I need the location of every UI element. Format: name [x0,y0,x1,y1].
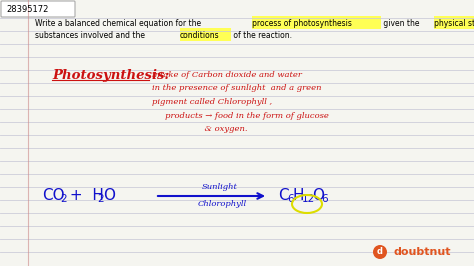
Text: 2: 2 [60,193,67,203]
Text: of the reaction.: of the reaction. [231,31,292,39]
FancyBboxPatch shape [1,1,75,17]
Text: C: C [278,189,289,203]
Text: conditions: conditions [180,31,219,39]
Text: substances involved and the: substances involved and the [35,31,147,39]
Text: H: H [293,189,304,203]
Text: 2: 2 [97,193,104,203]
Bar [180,28,231,41]
Text: & oxygen.: & oxygen. [152,125,247,133]
Text: O: O [103,189,115,203]
Text: process of photosynthesis: process of photosynthesis [253,19,352,27]
Text: d: d [377,247,383,256]
Text: 12: 12 [302,193,315,203]
Text: in the presence of sunlight  and a green: in the presence of sunlight and a green [152,85,321,93]
Text: Chlorophyll: Chlorophyll [198,200,246,208]
Text: 6: 6 [321,193,328,203]
Text: O: O [312,189,324,203]
Bar [434,16,474,29]
Text: given the: given the [381,19,422,27]
Text: pigment called Chlorophyll ,: pigment called Chlorophyll , [152,98,272,106]
Text: +  H: + H [65,189,104,203]
Bar [253,16,381,29]
Text: products → food in the form of glucose: products → food in the form of glucose [152,111,329,119]
Text: 6: 6 [287,193,293,203]
Text: physical states: physical states [434,19,474,27]
Text: CO: CO [42,189,64,203]
Text: doubtnut: doubtnut [394,247,452,257]
Text: Photosynthesis:: Photosynthesis: [52,69,169,81]
Text: 28395172: 28395172 [6,5,48,14]
Circle shape [373,245,387,259]
Text: intake of Carbon dioxide and water: intake of Carbon dioxide and water [152,71,302,79]
Text: Sunlight: Sunlight [201,183,237,191]
Text: Write a balanced chemical equation for the: Write a balanced chemical equation for t… [35,19,203,27]
